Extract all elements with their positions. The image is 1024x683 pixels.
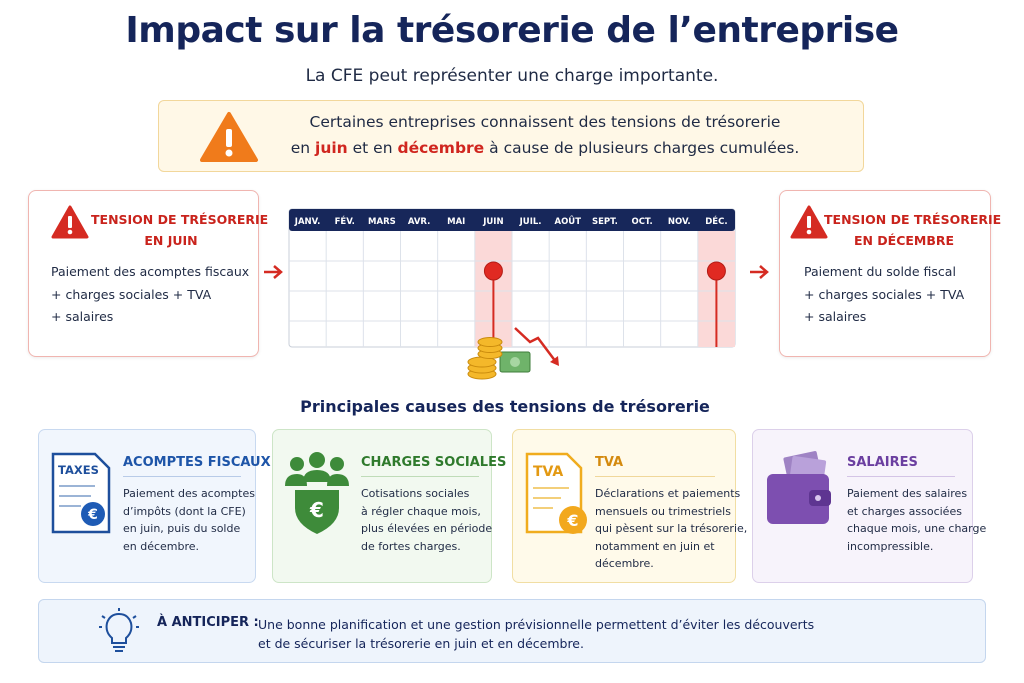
text: qui pèsent sur la trésorerie,: [595, 522, 748, 535]
section-title: Principales causes des tensions de tréso…: [300, 397, 710, 416]
text: et en: [352, 139, 393, 157]
text: Paiement du solde fiscal: [804, 264, 956, 279]
marker-dot: [483, 261, 503, 281]
text: Paiement des acomptes fiscaux: [51, 264, 250, 279]
footer-box: À ANTICIPER : Une bonne planification et…: [38, 599, 986, 663]
card-body: Déclarations et paiements mensuels ou tri…: [595, 485, 747, 573]
text: à régler chaque mois,: [361, 504, 481, 518]
icon-label: TVA: [533, 464, 563, 480]
rule: [595, 476, 715, 477]
tax-icon: TAXES €: [51, 452, 111, 534]
text: + charges sociales + TVA: [51, 286, 212, 302]
alert-text: Certaines entreprises connaissent des te…: [309, 113, 781, 131]
text: en décembre.: [123, 539, 200, 553]
card-title: CHARGES SOCIALES: [361, 455, 507, 470]
month-label: NOV.: [668, 217, 691, 227]
panel-body: Paiement du solde fiscal + charges social…: [804, 261, 964, 329]
month-label: AVR.: [408, 217, 431, 227]
card: TAXES € ACOMPTES FISCAUX Paiement des ac…: [38, 429, 271, 583]
rule: [361, 476, 479, 477]
alert-box: Certaines entreprises connaissent des te…: [158, 100, 864, 172]
month-label: JUIN: [482, 217, 503, 227]
bulb-icon: [99, 608, 139, 652]
panel-title: TENSION DE TRÉSORERIE EN DÉCEMBRE: [824, 209, 1002, 251]
text: et charges associées: [847, 504, 962, 518]
text: Déclarations et paiements: [595, 487, 741, 500]
text: Une bonne planification et une gestion p…: [258, 617, 815, 632]
icon-symbol: €: [87, 507, 98, 523]
people-icon: €: [285, 452, 349, 534]
rule: [847, 476, 955, 477]
panel-title: TENSION DE TRÉSORERIE EN JUIN: [91, 209, 269, 251]
card: SALAIRES Paiement des salaires et charges…: [752, 429, 986, 583]
text: décembre.: [595, 557, 654, 570]
warning-icon: [200, 112, 258, 162]
vat-icon: TVA €: [525, 452, 587, 534]
card-body: Paiement des acomptes d’impôts (dont la C…: [123, 485, 255, 555]
text: plus élevées en période: [361, 522, 493, 535]
rule: [123, 476, 241, 477]
wallet-icon: [767, 451, 831, 524]
text: de fortes charges.: [361, 539, 461, 553]
month-label: OCT.: [631, 217, 652, 227]
right-panel: TENSION DE TRÉSORERIE EN DÉCEMBRE Paiemen…: [779, 190, 1002, 357]
arrow: [264, 265, 283, 279]
card-title: ACOMPTES FISCAUX: [123, 455, 271, 470]
month-label: JANV.: [294, 217, 321, 227]
text: incompressible.: [847, 539, 934, 553]
month-label: MAI: [447, 217, 465, 227]
month-label: DÉC.: [705, 215, 727, 227]
text: EN JUIN: [144, 233, 198, 248]
icon-label: TAXES: [58, 463, 99, 477]
text: en juin, puis du solde: [123, 522, 241, 535]
left-panel: TENSION DE TRÉSORERIE EN JUIN Paiement de…: [28, 190, 269, 357]
warning-icon: [51, 205, 89, 239]
card: TVA € TVA Déclarations et paiements mensu…: [512, 429, 747, 583]
footer-text: Une bonne planification et une gestion p…: [258, 615, 814, 653]
text: chaque mois, une charge: [847, 522, 987, 535]
text: Paiement des salaires: [847, 487, 968, 500]
card-body: Cotisations sociales à régler chaque mois…: [361, 485, 492, 555]
icon-symbol: €: [309, 498, 324, 522]
title: Impact sur la trésorerie de l’entreprise: [125, 10, 899, 51]
footer-label: À ANTICIPER :: [157, 615, 259, 630]
month-label: AOÛT: [554, 215, 581, 227]
highlight: décembre: [397, 139, 485, 157]
calendar-header: [289, 209, 735, 231]
text: EN DÉCEMBRE: [853, 233, 955, 248]
month-label: MARS: [368, 217, 396, 227]
text: mensuels ou trimestriels: [595, 504, 731, 518]
card: € CHARGES SOCIALES Cotisations sociales à…: [272, 429, 506, 583]
text: + salaires: [804, 309, 867, 324]
text: et de sécuriser la trésorerie en juin et…: [258, 636, 584, 651]
highlight: juin: [315, 139, 348, 157]
card-title: SALAIRES: [847, 455, 918, 470]
text: + charges sociales + TVA: [804, 286, 965, 302]
month-label: FÉV.: [335, 215, 355, 227]
card-body: Paiement des salaires et charges associée…: [847, 485, 986, 555]
arrow: [750, 265, 769, 279]
calendar: JANV. FÉV. MARS AVR. MAI JUIN JUIL. AOÛT SEPT. OC…: [288, 208, 736, 348]
coins-icon: [467, 327, 559, 380]
text: à cause de plusieurs charges cumulées.: [489, 139, 800, 157]
warning-icon: [790, 205, 828, 239]
text: d’impôts (dont la CFE): [123, 504, 246, 518]
text: Paiement des acomptes: [123, 487, 255, 500]
panel-body: Paiement des acomptes fiscaux + charges s…: [51, 261, 249, 329]
icon-symbol: €: [566, 511, 578, 530]
alert-text: en juin et en décembre à cause de plusie…: [285, 139, 805, 157]
month-label: SEPT.: [592, 217, 618, 227]
month-label: JUIL.: [519, 217, 542, 227]
subtitle: La CFE peut représenter une charge impor…: [305, 66, 719, 86]
card-title: TVA: [595, 455, 624, 470]
text: + salaires: [51, 309, 114, 324]
marker-dot: [706, 261, 726, 281]
text: notamment en juin et: [595, 539, 715, 553]
text: TENSION DE TRÉSORERIE: [91, 212, 269, 227]
text: TENSION DE TRÉSORERIE: [824, 212, 1002, 227]
text: en: [290, 139, 311, 157]
text: Cotisations sociales: [361, 487, 470, 500]
